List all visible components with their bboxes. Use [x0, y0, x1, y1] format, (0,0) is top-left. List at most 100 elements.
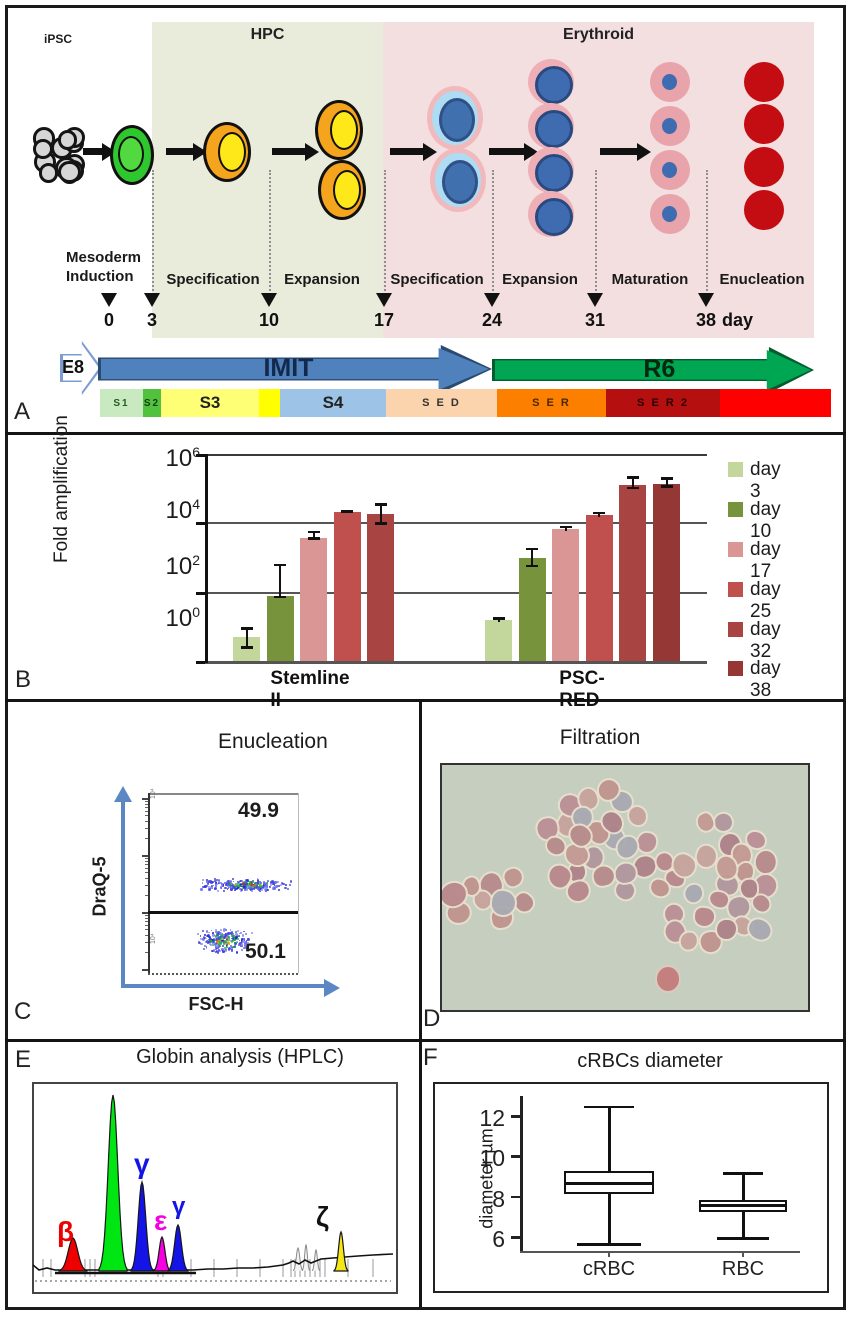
flow-dot	[201, 878, 204, 881]
cell-nucleus-icon	[333, 170, 361, 210]
flow-dot	[260, 887, 262, 890]
flow-dot	[233, 937, 237, 940]
reticulocyte-icon	[650, 194, 690, 234]
stage-arrow-icon	[600, 142, 651, 161]
axis-minor-tick	[144, 917, 148, 919]
flow-dot	[210, 886, 213, 889]
flow-dot	[207, 882, 210, 885]
flow-dot	[215, 940, 219, 944]
flow-dot	[220, 882, 223, 885]
flow-dot	[227, 942, 231, 945]
flow-dot	[224, 886, 227, 890]
flow-dot	[236, 880, 239, 883]
error-cap	[374, 522, 387, 525]
legend-label: day 38	[750, 658, 781, 701]
flow-dot	[218, 945, 220, 948]
flow-dot	[215, 930, 218, 934]
flow-dot	[241, 937, 244, 941]
y-tick-label: 104	[165, 496, 201, 524]
flow-dot	[230, 884, 233, 886]
phase-label: Expansion	[284, 271, 360, 288]
lone-cell	[655, 965, 681, 993]
flow-dot	[229, 883, 231, 885]
r6-arrow-label: R6	[643, 355, 676, 383]
axis-minor-tick	[144, 827, 148, 829]
flow-dot	[231, 949, 234, 952]
globin-peak	[167, 1223, 189, 1272]
legend-swatch	[728, 661, 743, 676]
flow-dot	[216, 882, 219, 885]
flow-dot	[228, 948, 230, 950]
y-axis-tick	[196, 661, 205, 664]
y-axis-line	[520, 1096, 523, 1251]
flow-dot	[230, 888, 233, 892]
error-cap	[240, 646, 253, 649]
panel-a-letter: A	[14, 398, 31, 425]
flow-dot	[203, 885, 207, 889]
axis-minor-tick	[144, 803, 148, 805]
error-bar	[631, 477, 634, 488]
axis-major-tick	[142, 912, 148, 914]
reticulocyte-icon	[650, 150, 690, 190]
flow-dot	[224, 948, 228, 951]
flow-dot	[210, 940, 213, 943]
panel-e-letter: E	[15, 1046, 32, 1073]
flow-dot	[212, 943, 215, 946]
panel-b-letter: B	[15, 666, 32, 693]
flow-dot	[213, 880, 216, 883]
flow-dot	[232, 877, 235, 880]
flow-lower-gate-pct: 50.1	[245, 940, 286, 963]
bar-psc-red-day17	[552, 529, 580, 661]
flow-dot	[248, 882, 252, 885]
flow-dot	[233, 889, 236, 892]
error-bar	[598, 512, 601, 517]
legend-swatch	[728, 582, 743, 597]
flow-dot	[225, 945, 228, 947]
y-arrow-line	[121, 800, 125, 986]
flow-dot	[259, 881, 262, 884]
flow-dot	[249, 887, 252, 891]
day-number: 0	[103, 310, 115, 330]
axis-scale-micro-label: 10⁴	[150, 788, 157, 799]
flow-dot	[218, 948, 221, 952]
erythroblast-icon	[528, 191, 574, 237]
flow-dot	[236, 882, 240, 885]
minor-peak	[292, 1246, 304, 1272]
error-cap	[274, 563, 287, 567]
axis-minor-tick	[144, 815, 148, 817]
cell-nucleus-icon	[535, 198, 573, 236]
y-tick-label: 102	[165, 552, 201, 580]
flow-dot	[228, 886, 231, 889]
flow-dot	[269, 885, 272, 888]
flow-dot	[225, 935, 227, 937]
group-label: PSC-RED	[559, 668, 605, 711]
phase-label: Enucleation	[719, 271, 805, 288]
cell-nucleus-icon	[118, 136, 144, 172]
flow-dot	[200, 888, 203, 891]
flow-dot	[265, 885, 268, 889]
flow-dot	[226, 879, 229, 882]
flow-dot	[258, 885, 261, 888]
flow-dot	[222, 885, 225, 888]
flow-dot	[202, 936, 206, 940]
flow-dot	[282, 882, 285, 886]
error-cap	[274, 595, 287, 599]
y-axis-tick	[511, 1236, 520, 1239]
axis-minor-tick	[144, 837, 148, 839]
flow-dot	[256, 877, 259, 880]
flow-dot	[266, 884, 268, 886]
flow-dot	[231, 935, 233, 937]
flow-dot	[224, 928, 228, 932]
micro-cell	[738, 876, 760, 901]
error-cap	[526, 547, 539, 551]
media-stage-segment: S2	[143, 389, 161, 417]
flow-dot	[244, 879, 248, 882]
hpc-cell-icon	[315, 100, 363, 160]
flow-dot	[207, 935, 209, 937]
flow-dot	[216, 932, 219, 935]
flow-dot	[279, 883, 282, 886]
flow-dot	[244, 943, 247, 946]
y-axis-tick	[511, 1195, 520, 1199]
flow-dot	[244, 887, 246, 890]
flow-dot	[243, 938, 246, 941]
